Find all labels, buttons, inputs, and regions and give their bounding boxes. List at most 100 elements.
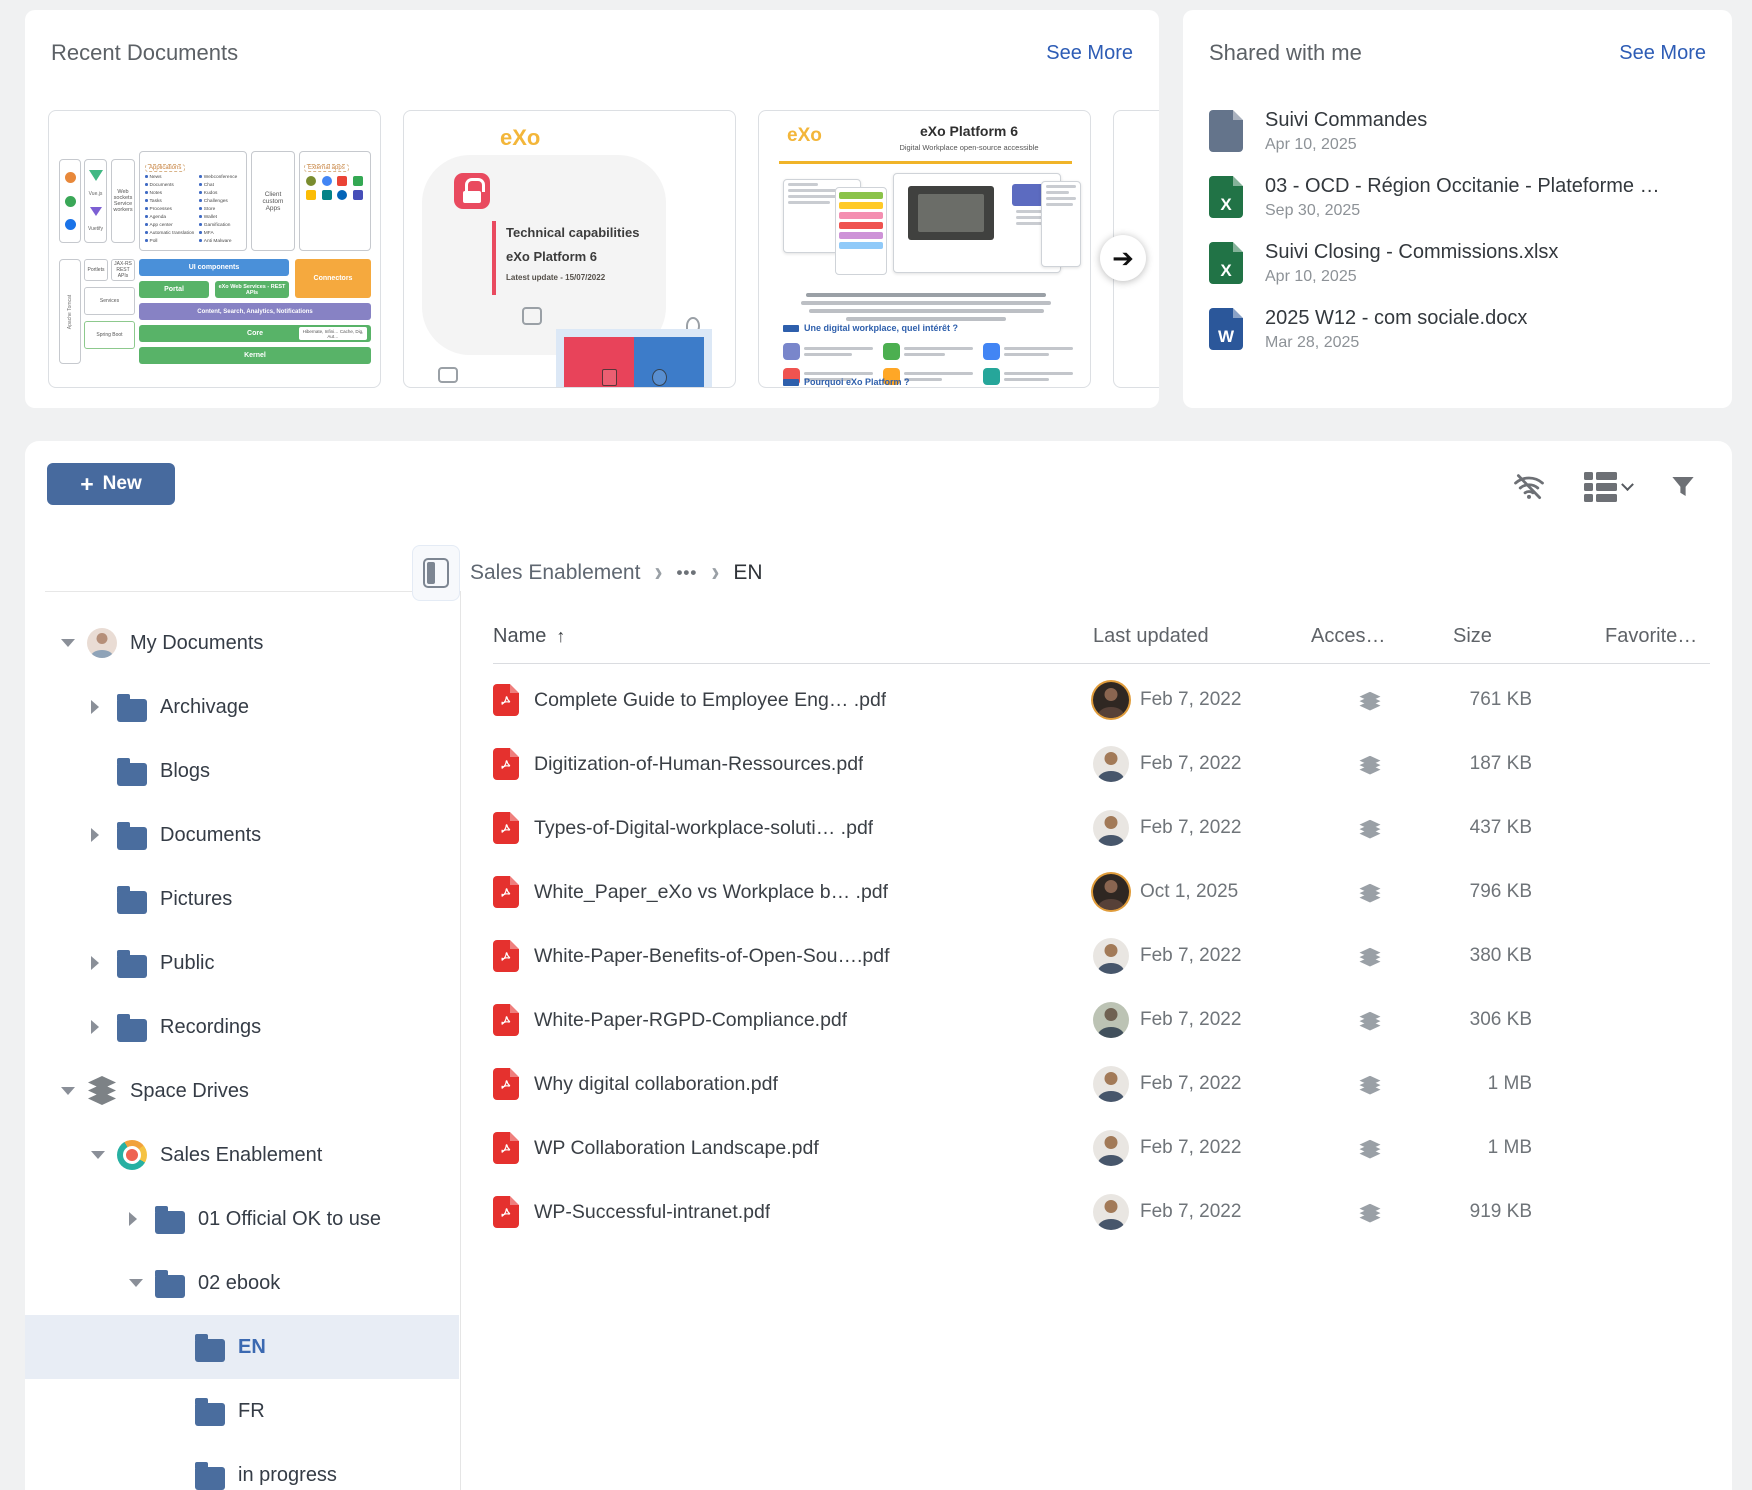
tree-item-icon	[195, 1462, 225, 1490]
file-size: 1 MB	[1487, 1073, 1532, 1094]
view-mode-button[interactable]	[1584, 472, 1634, 502]
new-button[interactable]: + New	[47, 463, 175, 505]
access-layers-icon[interactable]	[1359, 1139, 1382, 1159]
caret-icon[interactable]	[91, 700, 117, 714]
access-layers-icon[interactable]	[1359, 819, 1382, 839]
offline-sync-button[interactable]	[1510, 470, 1548, 504]
caret-icon[interactable]	[61, 1087, 87, 1095]
shared-file-date: Sep 30, 2025	[1265, 201, 1361, 219]
sidebar-toggle-button[interactable]	[412, 545, 460, 601]
tree-item[interactable]: EN	[25, 1315, 459, 1379]
column-header-last-updated[interactable]: Last updated	[1093, 625, 1209, 647]
applications-box: Applications News Documents Notes Tasks …	[139, 151, 247, 251]
caret-icon[interactable]	[91, 1020, 117, 1034]
file-row[interactable]: White_Paper_eXo vs Workplace b… .pdf Oct…	[493, 860, 1710, 924]
access-layers-icon[interactable]	[1359, 947, 1382, 967]
file-row[interactable]: WP-Successful-intranet.pdf Feb 7, 2022 9…	[493, 1180, 1710, 1244]
shared-file-name: Suivi Commandes	[1265, 108, 1428, 131]
content-search-bar: Content, Search, Analytics, Notification…	[139, 303, 371, 320]
file-row[interactable]: Why digital collaboration.pdf Feb 7, 202…	[493, 1052, 1710, 1116]
shared-file-item[interactable]: W 2025 W12 - com sociale.docx Mar 28, 20…	[1209, 296, 1716, 362]
file-size: 796 KB	[1469, 881, 1532, 902]
tree-item[interactable]: Sales Enablement	[25, 1123, 459, 1187]
tree-item-icon	[117, 1140, 147, 1170]
access-layers-icon[interactable]	[1359, 1011, 1382, 1031]
pdf-file-icon	[493, 748, 519, 780]
paragraph-lines	[801, 293, 1051, 321]
file-row[interactable]: White-Paper-Benefits-of-Open-Sou….pdf Fe…	[493, 924, 1710, 988]
recent-scroll-right-button[interactable]: ➔	[1100, 235, 1146, 281]
recent-thumbnails-strip: Vue.js Vuetify Web sockets Service worke…	[48, 110, 1159, 390]
column-header-access[interactable]: Acces…	[1311, 625, 1386, 647]
access-layers-icon[interactable]	[1359, 691, 1382, 711]
file-name: White_Paper_eXo vs Workplace b… .pdf	[534, 880, 889, 903]
gdrive-icon	[352, 176, 363, 186]
file-row[interactable]: WP Collaboration Landscape.pdf Feb 7, 20…	[493, 1116, 1710, 1180]
last-updated-date: Feb 7, 2022	[1140, 1009, 1242, 1030]
file-row[interactable]: Types-of-Digital-workplace-soluti… .pdf …	[493, 796, 1710, 860]
files-table: Name ↑ Last updated Acces… Size Favorite…	[493, 610, 1710, 1244]
filter-button[interactable]	[1668, 472, 1698, 502]
recent-doc-thumbnail-exo-platform6[interactable]: eXo eXo Platform 6 Digital Workplace ope…	[758, 110, 1091, 388]
tree-item[interactable]: Pictures	[25, 867, 459, 931]
tree-item[interactable]: Blogs	[25, 739, 459, 803]
file-row[interactable]: Complete Guide to Employee Eng… .pdf Feb…	[493, 668, 1710, 732]
external-apps-box: External apps	[299, 151, 371, 251]
thumb3-heading-2: Pourquoi eXo Platform ?	[783, 377, 910, 387]
file-name: Types-of-Digital-workplace-soluti… .pdf	[534, 816, 874, 839]
caret-icon[interactable]	[129, 1212, 155, 1226]
tree-item[interactable]: Public	[25, 931, 459, 995]
shared-see-more-link[interactable]: See More	[1619, 41, 1706, 64]
access-layers-icon[interactable]	[1359, 1075, 1382, 1095]
column-header-size[interactable]: Size	[1453, 625, 1492, 647]
recent-doc-thumbnail-architecture[interactable]: Vue.js Vuetify Web sockets Service worke…	[48, 110, 381, 388]
table-header-row: Name ↑ Last updated Acces… Size Favorite…	[493, 610, 1710, 664]
last-updated-date: Feb 7, 2022	[1140, 1201, 1242, 1222]
tree-item[interactable]: My Documents	[25, 611, 459, 675]
tomcat-box: Apache Tomcat	[59, 259, 81, 364]
caret-icon[interactable]	[61, 639, 87, 647]
caret-icon[interactable]	[91, 828, 117, 842]
tree-item-icon	[117, 950, 147, 978]
exo-logo: eXo	[787, 125, 822, 146]
file-row[interactable]: White-Paper-RGPD-Compliance.pdf Feb 7, 2…	[493, 988, 1710, 1052]
vuejs-icon	[88, 170, 103, 181]
benefit-icon	[983, 343, 1000, 360]
caret-icon[interactable]	[91, 1151, 117, 1159]
column-header-favorite[interactable]: Favorite…	[1605, 625, 1698, 647]
application-item: Agenda	[145, 214, 194, 222]
tree-item[interactable]: 01 Official OK to use	[25, 1187, 459, 1251]
tree-item[interactable]: in progress	[25, 1443, 459, 1490]
jitsi-icon	[306, 176, 316, 186]
tree-item[interactable]: FR	[25, 1379, 459, 1443]
tree-item[interactable]: Space Drives	[25, 1059, 459, 1123]
vuetify-icon	[89, 207, 102, 216]
recent-see-more-link[interactable]: See More	[1046, 41, 1133, 64]
application-item: Poll	[145, 238, 194, 246]
application-item: Wallet	[199, 214, 241, 222]
tree-item[interactable]: Archivage	[25, 675, 459, 739]
access-layers-icon[interactable]	[1359, 755, 1382, 775]
breadcrumb-root[interactable]: Sales Enablement	[470, 561, 641, 584]
tree-item[interactable]: Documents	[25, 803, 459, 867]
file-row[interactable]: Digitization-of-Human-Ressources.pdf Feb…	[493, 732, 1710, 796]
shared-file-date: Mar 28, 2025	[1265, 333, 1360, 351]
tree-item-label: Pictures	[160, 887, 233, 910]
tree-item-label: 01 Official OK to use	[198, 1207, 382, 1230]
file-name: WP Collaboration Landscape.pdf	[534, 1136, 819, 1159]
access-layers-icon[interactable]	[1359, 883, 1382, 903]
caret-icon[interactable]	[91, 956, 117, 970]
breadcrumb-ellipsis[interactable]: •••	[676, 563, 698, 582]
tree-item[interactable]: 02 ebook	[25, 1251, 459, 1315]
shared-file-item[interactable]: Suivi Commandes Apr 10, 2025	[1209, 98, 1716, 164]
shared-file-item[interactable]: X Suivi Closing - Commissions.xlsx Apr 1…	[1209, 230, 1716, 296]
tree-item[interactable]: Recordings	[25, 995, 459, 1059]
caret-icon[interactable]	[129, 1279, 155, 1287]
column-header-name[interactable]: Name ↑	[493, 625, 566, 647]
shared-file-item[interactable]: X 03 - OCD - Région Occitanie - Platefor…	[1209, 164, 1716, 230]
access-layers-icon[interactable]	[1359, 1203, 1382, 1223]
kanban-column	[835, 187, 887, 275]
recent-doc-thumbnail-technical-capabilities[interactable]: eXo Technical capabilities eXo Platform …	[403, 110, 736, 388]
tree-item-icon	[117, 694, 147, 722]
application-item: Chat	[199, 182, 241, 190]
